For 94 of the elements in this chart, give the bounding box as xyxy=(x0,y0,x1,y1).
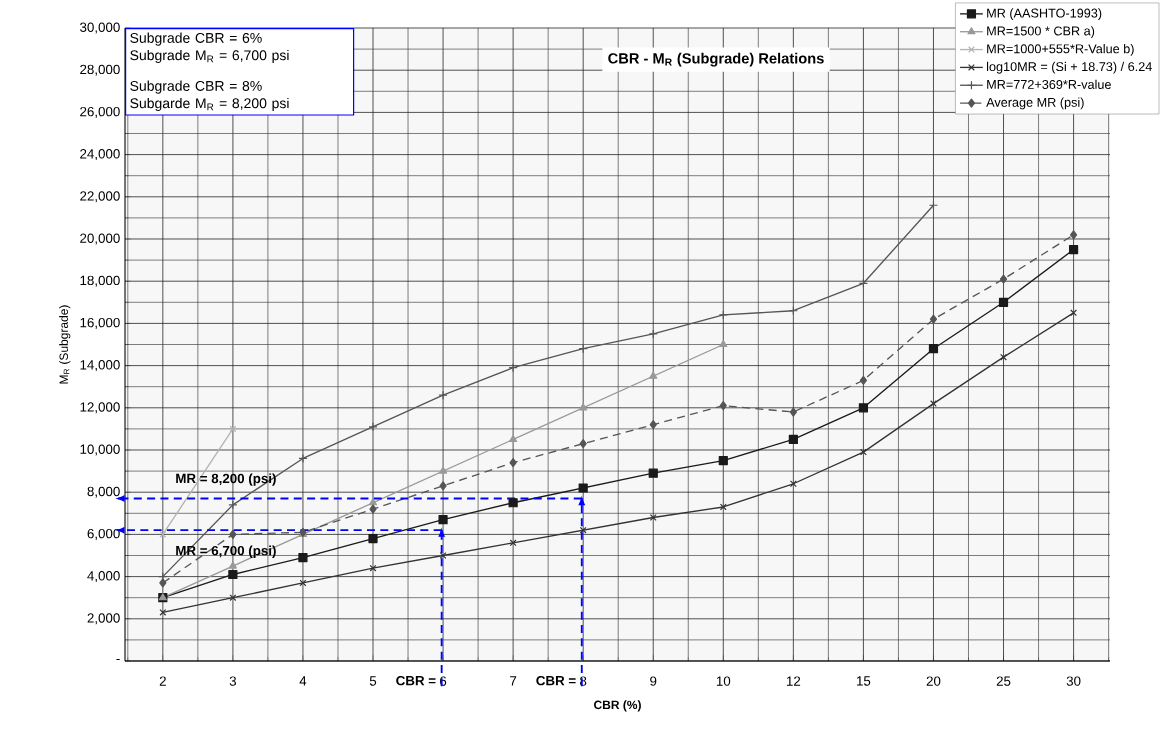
point xyxy=(228,500,238,510)
point xyxy=(369,564,377,572)
point xyxy=(648,329,658,339)
point xyxy=(298,553,308,563)
point xyxy=(649,371,658,379)
y-tick-label: 24,000 xyxy=(80,149,120,161)
point xyxy=(719,503,727,511)
y-tick-label: 16,000 xyxy=(80,317,120,329)
point xyxy=(859,375,868,385)
point xyxy=(929,314,938,324)
point xyxy=(1070,309,1078,317)
point xyxy=(998,297,1009,307)
point xyxy=(369,504,377,514)
point xyxy=(368,498,378,506)
x-axis-title: CBR (%) xyxy=(594,700,641,712)
point xyxy=(578,483,588,493)
y-tick-label: 28,000 xyxy=(80,64,120,76)
text: CBR - M$_{R}$ (Subgrade) Relations xyxy=(608,52,824,67)
point xyxy=(438,390,448,400)
point xyxy=(509,458,517,468)
point xyxy=(229,529,237,539)
y-tick-label: 20,000 xyxy=(80,233,120,245)
point xyxy=(298,453,308,464)
x-tick-label: 3 xyxy=(229,676,237,686)
point xyxy=(649,420,657,430)
point xyxy=(719,401,727,411)
annotation: Subgarde M$_{R}$ = 8,200 psi xyxy=(130,97,289,111)
point xyxy=(228,569,238,580)
point xyxy=(579,439,587,449)
legend-label: log10MR = (Si + 18.73) / 6.24 xyxy=(987,61,1152,74)
point xyxy=(789,480,797,488)
point xyxy=(788,434,798,445)
legend-label: Average MR (psi) xyxy=(986,97,1084,110)
point xyxy=(718,310,728,320)
legend-label: MR=1000+555*R-Value b) xyxy=(987,43,1134,56)
point xyxy=(368,534,378,544)
y-tick-label: 12,000 xyxy=(80,402,120,414)
x-tick-label: 9 xyxy=(650,676,657,686)
point xyxy=(859,448,867,456)
x-tick-label: 4 xyxy=(299,676,307,686)
point xyxy=(439,481,447,491)
point xyxy=(789,407,797,417)
x-tick-label: 15 xyxy=(857,676,871,686)
x-tick-label: 30 xyxy=(1066,676,1081,686)
point xyxy=(509,434,518,443)
x-tick-label: 7 xyxy=(510,676,517,686)
annotation: Subgrade CBR = 8% xyxy=(130,80,262,94)
point xyxy=(858,403,869,413)
legend-label: MR (AASHTO-1993) xyxy=(987,8,1102,21)
y-tick-label: 4,000 xyxy=(87,571,120,583)
point xyxy=(1068,244,1079,255)
x-tick-label: 12 xyxy=(786,676,801,686)
y-tick-label: 2,000 xyxy=(87,613,120,625)
y-tick-label: 10,000 xyxy=(80,444,120,456)
annotation: Subgrade M$_{R}$ = 6,700 psi xyxy=(130,49,289,63)
legend-label: MR=772+369*R-value xyxy=(987,79,1111,89)
ref-line-label: CBR = xyxy=(536,675,576,686)
point xyxy=(229,594,237,602)
x-tick-label: 25 xyxy=(996,676,1011,686)
point xyxy=(719,339,728,348)
point xyxy=(579,403,588,411)
y-tick-label: 14,000 xyxy=(80,360,120,372)
point xyxy=(439,466,448,474)
y-axis-title: M$_{R}$ (Subgrade) xyxy=(59,305,71,384)
point xyxy=(718,455,728,466)
point xyxy=(508,363,518,373)
x-tick-label: 2 xyxy=(159,676,166,686)
x-tick-label: 5 xyxy=(369,676,377,686)
annotation: Subgrade CBR = 6% xyxy=(130,32,262,46)
point xyxy=(439,552,447,559)
point xyxy=(508,498,518,508)
x-tick-label: 10 xyxy=(716,676,731,686)
y-tick-label: 18,000 xyxy=(80,275,120,287)
point xyxy=(438,515,448,525)
y-tick-label: 26,000 xyxy=(80,106,120,118)
point xyxy=(159,609,167,616)
point xyxy=(648,468,658,478)
y-tick-label: 22,000 xyxy=(80,191,120,203)
point xyxy=(159,578,167,588)
y-tick-label: 30,000 xyxy=(80,22,120,34)
y-tick-label: - xyxy=(116,658,120,660)
point xyxy=(928,344,939,354)
legend-label: MR=1500 * CBR a) xyxy=(987,26,1095,38)
point xyxy=(1000,353,1007,361)
point xyxy=(228,561,237,569)
point xyxy=(368,422,378,432)
point xyxy=(1069,230,1078,240)
y-tick-label: 6,000 xyxy=(87,528,120,540)
point xyxy=(999,274,1008,284)
point xyxy=(159,530,167,538)
ref-line-label: CBR = xyxy=(396,675,436,686)
y-tick-label: 8,000 xyxy=(87,486,120,498)
point xyxy=(649,514,657,521)
x-tick-label: 20 xyxy=(926,676,941,686)
